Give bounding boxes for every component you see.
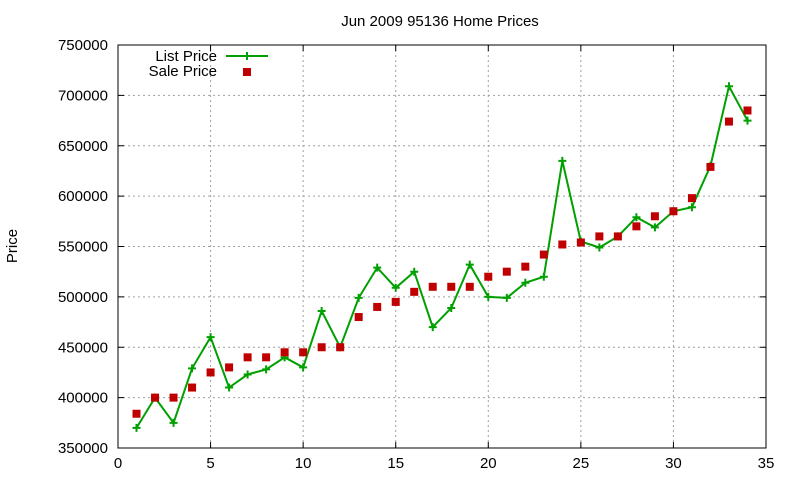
point-sale-price [502,267,511,276]
point-sale-price [539,250,548,259]
y-tick-label: 350000 [58,440,108,457]
y-tick-label: 400000 [58,390,108,407]
point-sale-price [743,106,752,115]
point-sale-price [558,240,567,249]
point-sale-price [669,207,678,216]
point-sale-price [521,262,530,271]
point-list-price [225,383,234,392]
point-list-price [484,292,493,301]
point-sale-price [225,363,234,372]
point-list-price [521,278,530,287]
y-tick-label: 550000 [58,239,108,256]
y-tick-label: 600000 [58,188,108,205]
point-list-price [724,82,733,91]
point-list-price [465,260,474,269]
y-axis-label: Price [4,229,21,263]
point-sale-price [576,238,585,247]
legend-marker-sale-price [243,68,251,76]
point-sale-price [687,194,696,203]
series-layer [132,82,752,432]
x-tick-label: 5 [206,455,214,472]
point-sale-price [243,353,252,362]
point-list-price [132,423,141,432]
y-tick-label: 650000 [58,138,108,155]
point-list-price [558,156,567,165]
x-tick-label: 15 [387,455,404,472]
point-sale-price [151,393,160,402]
legend-label-sale-price: Sale Price [149,63,217,80]
y-tick-label: 750000 [58,37,108,54]
point-sale-price [428,282,437,291]
point-sale-price [706,162,715,171]
series-line-list-price [135,83,749,429]
y-tick-label: 500000 [58,289,108,306]
point-list-price [502,293,511,302]
point-list-price [262,365,271,374]
point-sale-price [595,232,604,241]
point-sale-price [650,212,659,221]
point-list-price [632,213,641,222]
x-tick-label: 10 [295,455,312,472]
point-sale-price [354,313,363,322]
x-tick-label: 30 [665,455,682,472]
point-list-price [687,203,696,212]
point-sale-price [206,368,215,377]
point-list-price [410,267,419,276]
point-list-price [743,116,752,125]
chart-title: Jun 2009 95136 Home Prices [341,13,539,30]
point-sale-price [188,383,197,392]
point-list-price [169,418,178,427]
point-sale-price [613,232,622,241]
legend-marker-list-price [243,52,251,60]
point-list-price [317,306,326,315]
point-list-price [206,333,215,342]
x-tick-label: 35 [758,455,775,472]
y-tick-label: 450000 [58,339,108,356]
point-list-price [299,363,308,372]
point-sale-price [317,343,326,352]
point-sale-price [169,393,178,402]
point-sale-price [299,348,308,357]
point-sale-price [262,353,271,362]
point-list-price [354,293,363,302]
point-list-price [373,263,382,272]
point-sale-price [132,409,141,418]
point-sale-price [724,117,733,126]
point-sale-price [632,222,641,231]
point-list-price [650,223,659,232]
point-sale-price [336,343,345,352]
point-list-price [188,364,197,373]
y-tick-label: 700000 [58,87,108,104]
x-tick-label: 0 [114,455,122,472]
point-list-price [595,243,604,252]
x-tick-label: 25 [573,455,590,472]
point-sale-price [410,287,419,296]
point-sale-price [465,282,474,291]
axis-ticks: 0 5 10 15 20 25 30 35 350000 400000 450000 500000 55… [58,37,774,472]
point-sale-price [280,348,289,357]
point-list-price [243,370,252,379]
point-list-price [539,272,548,281]
point-sale-price [391,297,400,306]
point-list-price [447,303,456,312]
point-sale-price [373,302,382,311]
x-tick-label: 20 [480,455,497,472]
point-list-price [391,283,400,292]
point-sale-price [484,272,493,281]
legend-label-list-price: List Price [155,48,217,65]
point-list-price [428,323,437,332]
grid [118,45,766,448]
point-sale-price [447,282,456,291]
